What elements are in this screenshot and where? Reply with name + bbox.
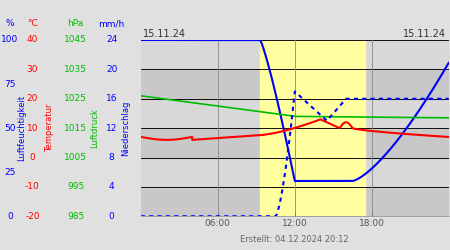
Text: 24: 24 [106,36,117,44]
Text: Niederschlag: Niederschlag [122,100,130,156]
Text: 15.11.24: 15.11.24 [143,29,186,39]
Text: 25: 25 [4,168,16,177]
Text: 0: 0 [30,153,35,162]
Text: Temperatur: Temperatur [45,104,54,152]
Text: hPa: hPa [68,19,84,28]
Bar [141,158,449,187]
Text: 100: 100 [1,36,18,44]
Text: 1015: 1015 [64,124,87,132]
Bar [141,187,449,216]
Text: 1025: 1025 [64,94,87,103]
Text: 40: 40 [27,36,38,44]
Text: 20: 20 [27,94,38,103]
Text: mm/h: mm/h [99,19,125,28]
Bar [260,40,365,216]
Text: °C: °C [27,19,38,28]
Bar [141,69,449,99]
Text: 12: 12 [106,124,117,132]
Text: 0: 0 [7,212,13,221]
Text: 1005: 1005 [64,153,87,162]
Text: -10: -10 [25,182,40,192]
Bar [141,99,449,128]
Text: %: % [5,19,14,28]
Text: Luftfeuchtigkeit: Luftfeuchtigkeit [17,95,26,161]
Text: 1045: 1045 [64,36,87,44]
Text: 30: 30 [27,65,38,74]
Text: 0: 0 [109,212,114,221]
Bar [141,40,449,69]
Text: -20: -20 [25,212,40,221]
Bar [260,40,365,216]
Text: 10: 10 [27,124,38,132]
Text: 985: 985 [67,212,84,221]
Text: 16: 16 [106,94,117,103]
Text: 8: 8 [109,153,114,162]
Text: 15.11.24: 15.11.24 [403,29,446,39]
Text: 75: 75 [4,80,16,88]
Text: 4: 4 [109,182,114,192]
Text: 995: 995 [67,182,84,192]
Text: 1035: 1035 [64,65,87,74]
Text: Erstellt: 04.12.2024 20:12: Erstellt: 04.12.2024 20:12 [240,235,349,244]
Bar [141,128,449,158]
Text: 50: 50 [4,124,16,132]
Text: Luftdruck: Luftdruck [90,108,99,148]
Text: 20: 20 [106,65,117,74]
